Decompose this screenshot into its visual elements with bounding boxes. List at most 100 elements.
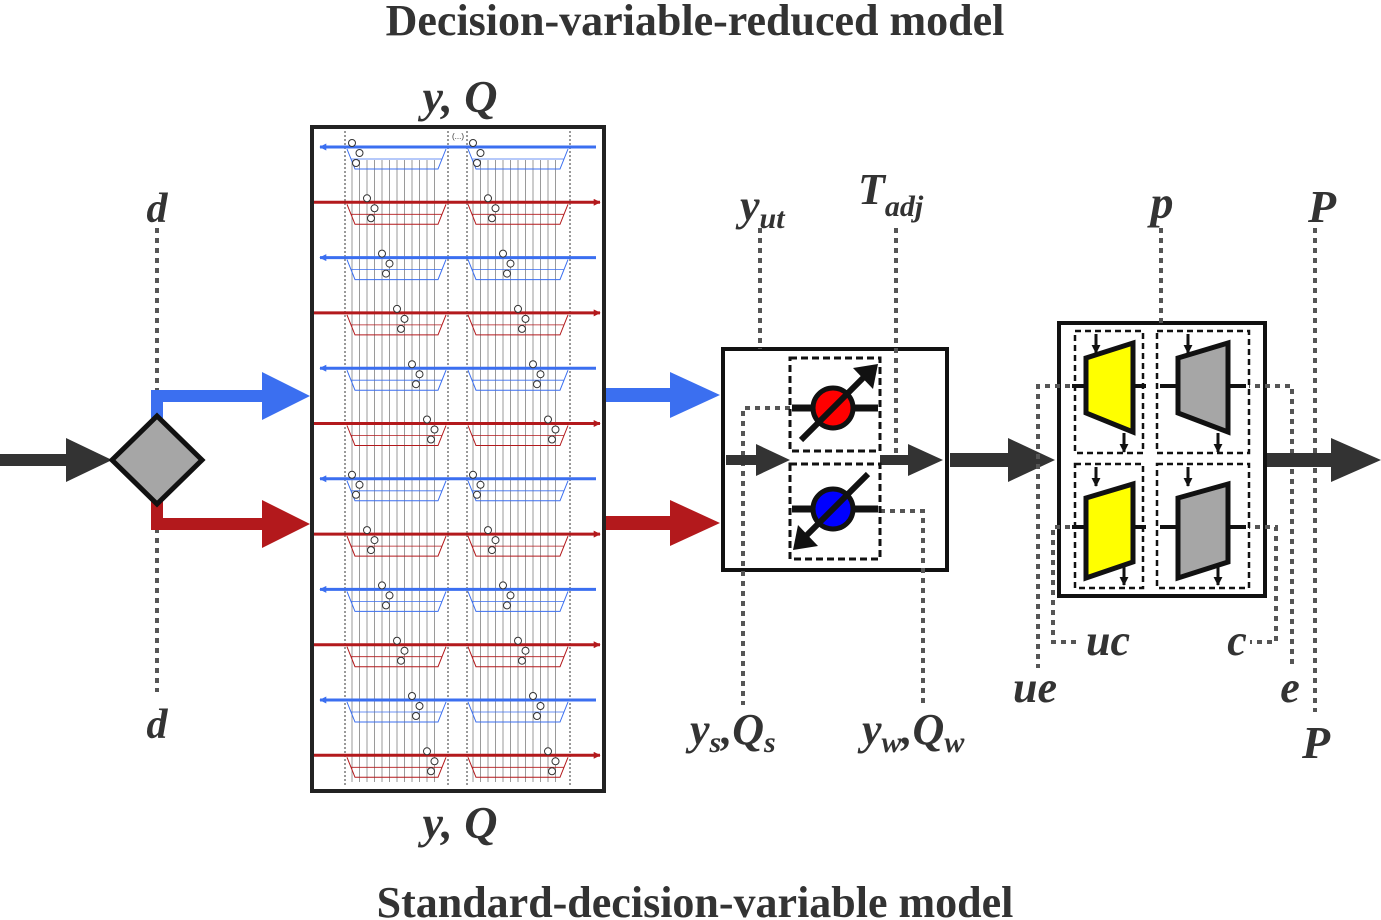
turbine-icon-yellow-2 <box>1083 480 1136 582</box>
red-outlet-arrow <box>606 500 720 546</box>
exchanger-node <box>536 370 545 379</box>
exchanger-node <box>491 536 500 545</box>
label-ys-qs: ys,Qs <box>685 705 776 759</box>
exchanger-node <box>408 692 416 700</box>
exchanger-node <box>385 591 394 600</box>
exchanger-node <box>529 692 537 700</box>
exchanger-node <box>378 249 386 258</box>
exchanger-node <box>548 767 556 776</box>
exchanger-node <box>548 435 556 444</box>
exchanger-node <box>408 360 416 369</box>
ellipsis-marker: (...) <box>452 132 464 141</box>
exchanger-node <box>476 149 485 157</box>
exchanger-node <box>529 360 537 369</box>
power-block <box>1036 228 1381 712</box>
exchanger-node <box>499 249 507 258</box>
compressor-icon-gray-2 <box>1175 480 1231 582</box>
exchanger-node <box>473 490 481 499</box>
exchanger-node <box>427 435 435 444</box>
exchanger-node <box>514 304 522 313</box>
exchanger-node <box>430 757 439 766</box>
exchanger-node <box>412 380 420 389</box>
label-p-lower: p <box>1147 177 1174 228</box>
exchanger-node <box>367 214 375 223</box>
label-yw-qw: yw,Qw <box>857 705 965 759</box>
exchanger-node <box>352 490 360 499</box>
mid-flow-arrow <box>950 438 1055 482</box>
exchanger-node <box>533 380 541 389</box>
label-ue: ue <box>1013 663 1057 712</box>
exchanger-node <box>506 591 515 600</box>
exchanger-node <box>491 204 500 213</box>
exchanger-node <box>393 636 401 645</box>
inlet-arrow <box>0 438 112 482</box>
exchanger-node <box>427 767 435 776</box>
exchanger-node <box>469 139 477 147</box>
exchanger-node <box>551 425 560 434</box>
label-d-bottom: d <box>147 702 169 748</box>
label-yq-top: y, Q <box>418 71 498 122</box>
exchanger-node <box>415 702 424 710</box>
exchanger-node <box>499 581 507 590</box>
uc-dotted-line <box>1051 525 1080 644</box>
blue-branch-arrow <box>151 372 310 420</box>
exchanger-node <box>393 304 401 313</box>
exchanger-node <box>488 214 496 223</box>
blue-outlet-arrow <box>606 372 720 418</box>
exchanger-node <box>514 636 522 645</box>
exchanger-node <box>551 757 560 766</box>
exchanger-node <box>518 324 526 333</box>
exchanger-network: (...) <box>310 125 606 793</box>
exchanger-node <box>476 480 485 489</box>
exchanger-node <box>473 159 481 167</box>
exchanger-node <box>348 470 356 479</box>
label-t-adj: Tadj <box>858 165 924 223</box>
outlet-arrow <box>1331 438 1381 482</box>
ys-qs-dotted-line <box>741 406 790 705</box>
exchanger-node <box>518 656 526 665</box>
exchanger-node <box>352 159 360 167</box>
exchanger-node <box>382 269 390 278</box>
label-y-ut: yut <box>735 181 786 235</box>
exchanger-node <box>544 415 552 424</box>
exchanger-node <box>536 702 545 710</box>
exchanger-node <box>370 204 379 213</box>
exchanger-node <box>423 747 431 756</box>
exchanger-node <box>370 536 379 545</box>
exchanger-node <box>348 139 356 147</box>
label-c: c <box>1227 616 1247 665</box>
exchanger-node <box>367 546 375 555</box>
exchanger-node <box>488 546 496 555</box>
exchanger-node <box>544 747 552 756</box>
exchanger-node <box>484 194 492 203</box>
exchanger-node <box>484 526 492 535</box>
exchanger-node <box>521 314 530 323</box>
exchanger-node <box>430 425 439 434</box>
exchanger-node <box>355 480 364 489</box>
exchanger-node <box>400 314 409 323</box>
utility-inner-arrow-out <box>908 444 943 476</box>
exchanger-node <box>533 712 541 720</box>
exchanger-node <box>503 269 511 278</box>
e-dotted-line <box>1245 384 1294 668</box>
utility-inner-arrow-in <box>756 444 790 476</box>
utility-block <box>721 228 949 705</box>
yw-qw-dotted-line <box>880 509 925 705</box>
exchanger-node <box>355 149 364 157</box>
label-yq-bottom: y, Q <box>418 797 498 848</box>
exchanger-node <box>469 470 477 479</box>
label-uc: uc <box>1086 616 1130 665</box>
stream-grid <box>314 131 601 787</box>
exchanger-node <box>397 324 405 333</box>
top-title: Decision-variable-reduced model <box>386 0 1005 45</box>
label-d-top: d <box>147 186 169 232</box>
label-e: e <box>1280 663 1300 712</box>
compressor-icon-gray-1 <box>1175 339 1231 436</box>
exchanger-node <box>385 259 394 268</box>
exchanger-node <box>503 601 511 610</box>
red-branch-arrow <box>151 500 310 548</box>
exchanger-node <box>521 646 530 655</box>
splitter-diamond <box>108 412 206 508</box>
turbine-icon-yellow-1 <box>1083 339 1136 436</box>
